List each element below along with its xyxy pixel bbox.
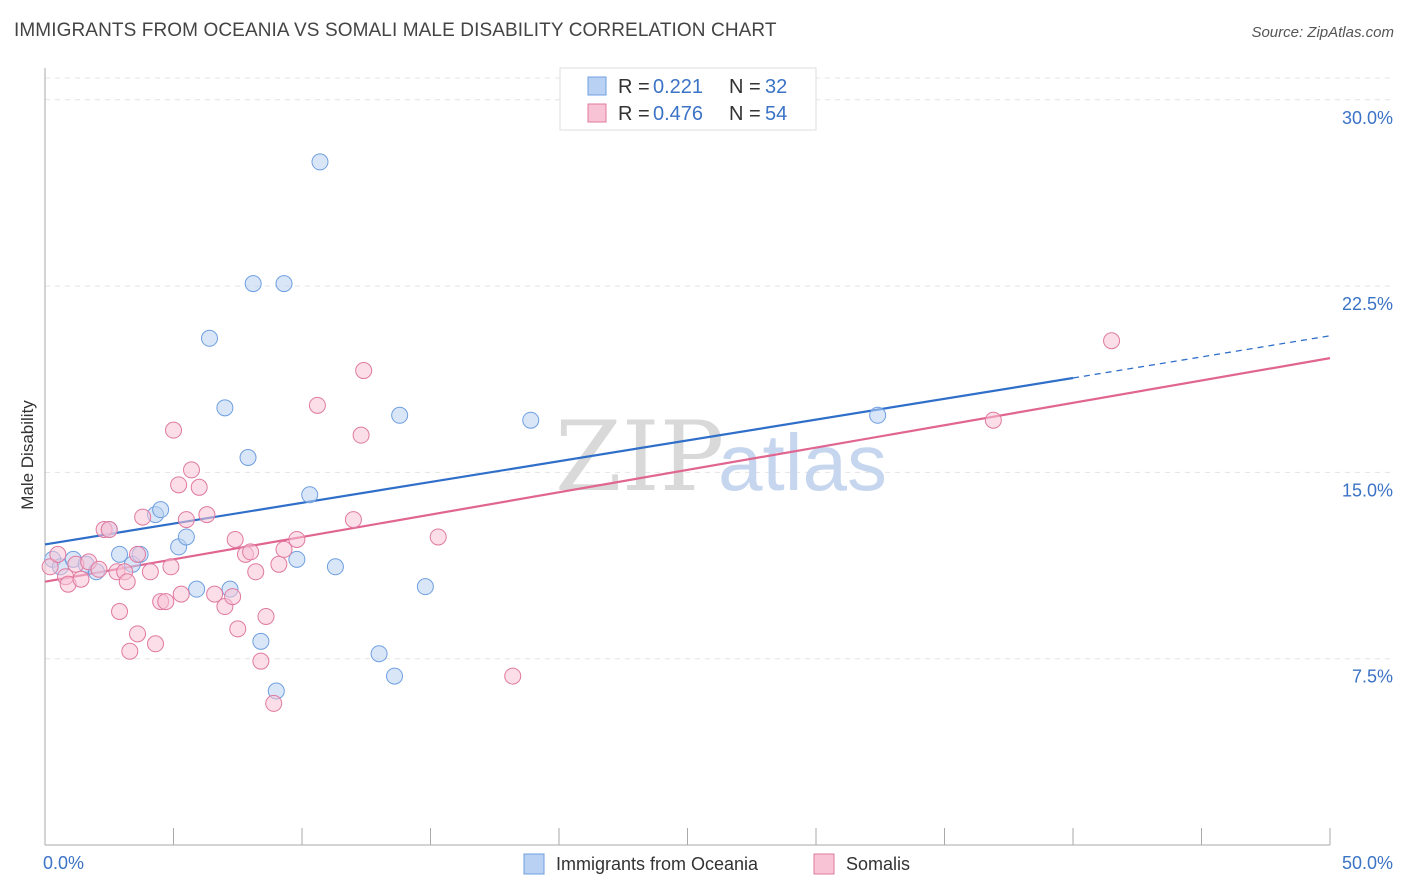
point-somalis [177, 511, 195, 529]
point-somalis [352, 426, 370, 444]
y-tick-label: 30.0% [1342, 108, 1393, 128]
x-tick-label: 0.0% [43, 853, 84, 873]
point-oceania [275, 275, 293, 293]
point-somalis [257, 607, 275, 625]
point-somalis [147, 635, 165, 653]
point-somalis [49, 545, 67, 563]
legend-swatch [587, 76, 607, 96]
trend-line-somalis [44, 357, 1331, 583]
point-oceania [391, 406, 409, 424]
trend-lines [44, 335, 1331, 583]
y-tick-label: 22.5% [1342, 294, 1393, 314]
point-somalis [141, 563, 159, 581]
legend-r-value: 0.221 [653, 76, 703, 98]
point-oceania [869, 406, 887, 424]
point-oceania [301, 486, 319, 504]
point-somalis [224, 588, 242, 606]
point-somalis [229, 620, 247, 638]
point-somalis [198, 506, 216, 524]
point-somalis [129, 625, 147, 643]
point-somalis [429, 528, 447, 546]
point-somalis [182, 461, 200, 479]
point-somalis [247, 563, 265, 581]
legend-stats: R = 0.221 N = 32 R = 0.476 N = 54 [559, 67, 817, 131]
point-somalis [121, 642, 139, 660]
point-oceania [177, 528, 195, 546]
watermark-atlas: atlas [718, 418, 887, 507]
point-oceania [326, 558, 344, 576]
point-somalis [1103, 332, 1121, 350]
point-oceania [252, 632, 270, 650]
legend-swatch [587, 103, 607, 123]
tick-labels: 7.5% 15.0% 22.5% 30.0% 0.0% 50.0% [43, 108, 1393, 873]
point-oceania [216, 399, 234, 417]
watermark: ZIP atlas [555, 401, 887, 513]
point-somalis [90, 560, 108, 578]
point-oceania [522, 411, 540, 429]
point-oceania [311, 153, 329, 171]
legend-r-label: R = [618, 103, 650, 125]
legend-n-label: N = [729, 103, 761, 125]
point-oceania [200, 329, 218, 347]
point-oceania [370, 645, 388, 663]
point-somalis [288, 530, 306, 548]
bottom-legend-label: Immigrants from Oceania [556, 854, 759, 874]
point-somalis [344, 511, 362, 529]
y-tick-label: 15.0% [1342, 480, 1393, 500]
point-oceania [244, 275, 262, 293]
point-somalis [111, 603, 129, 621]
point-somalis [134, 508, 152, 526]
axes [44, 68, 1331, 846]
trend-line-oceania [44, 376, 1074, 546]
point-somalis [118, 573, 136, 591]
point-somalis [170, 476, 188, 494]
point-oceania [416, 578, 434, 596]
legend-n-label: N = [729, 76, 761, 98]
legend-r-value: 0.476 [653, 103, 703, 125]
bottom-legend-label: Somalis [846, 854, 910, 874]
point-somalis [157, 593, 175, 611]
legend-r-label: R = [618, 76, 650, 98]
point-somalis [172, 585, 190, 603]
point-somalis [270, 555, 288, 573]
legend-series: Immigrants from Oceania Somalis [523, 853, 910, 875]
point-oceania [152, 501, 170, 519]
point-somalis [226, 530, 244, 548]
point-somalis [265, 694, 283, 712]
point-somalis [165, 421, 182, 439]
point-oceania [288, 550, 306, 568]
x-tick-label: 50.0% [1342, 853, 1393, 873]
point-somalis [100, 521, 118, 539]
y-tick-label: 7.5% [1352, 667, 1393, 687]
data-points [41, 153, 1121, 712]
chart-title: IMMIGRANTS FROM OCEANIA VS SOMALI MALE D… [14, 20, 777, 41]
point-somalis [190, 478, 208, 496]
point-somalis [308, 396, 326, 414]
point-oceania [111, 545, 129, 563]
point-somalis [275, 540, 293, 558]
legend-n-value: 54 [765, 103, 787, 125]
point-somalis [129, 545, 147, 563]
point-oceania [188, 580, 206, 598]
point-somalis [41, 558, 59, 576]
bottom-legend-swatch [813, 853, 835, 875]
point-somalis [162, 558, 180, 576]
legend-n-value: 32 [765, 76, 787, 98]
point-somalis [72, 570, 90, 588]
point-somalis [504, 667, 522, 685]
point-oceania [239, 449, 257, 466]
point-somalis [984, 411, 1002, 429]
point-somalis [242, 543, 260, 561]
point-oceania [386, 667, 404, 685]
bottom-legend-swatch [523, 853, 545, 875]
point-somalis [252, 652, 270, 670]
point-somalis [206, 585, 224, 603]
point-somalis [355, 362, 373, 380]
source-label: Source: ZipAtlas.com [1251, 24, 1394, 41]
